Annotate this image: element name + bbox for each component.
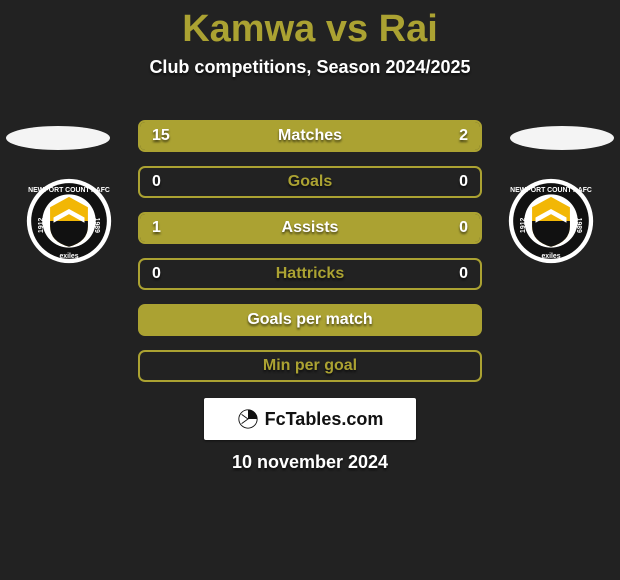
player-photo-placeholder-right [510, 126, 614, 150]
newport-county-crest-icon: NEWPORT COUNTY AFC 1912 1989 exiles [508, 178, 594, 264]
fctables-attribution: FcTables.com [204, 398, 416, 440]
stat-row-goals: 0 Goals 0 [138, 166, 482, 198]
stat-value-right: 0 [459, 168, 468, 196]
page-title: Kamwa vs Rai [0, 0, 620, 51]
svg-text:exiles: exiles [541, 253, 560, 260]
stat-row-matches: 15 Matches 2 [138, 120, 482, 152]
fctables-logo-icon [237, 408, 259, 430]
svg-text:1912: 1912 [38, 217, 45, 232]
stat-row-hattricks: 0 Hattricks 0 [138, 258, 482, 290]
stat-label: Assists [140, 214, 480, 242]
stat-label: Min per goal [140, 352, 480, 380]
svg-text:NEWPORT COUNTY AFC: NEWPORT COUNTY AFC [28, 187, 110, 194]
svg-text:1989: 1989 [93, 218, 100, 233]
stat-value-right: 0 [459, 260, 468, 288]
date-label: 10 november 2024 [0, 452, 620, 473]
stat-bars: 15 Matches 2 0 Goals 0 1 Assists 0 0 Hat… [138, 120, 482, 396]
stat-row-min-per-goal: Min per goal [138, 350, 482, 382]
stat-label: Matches [140, 122, 480, 150]
club-badge-right: NEWPORT COUNTY AFC 1912 1989 exiles [508, 178, 594, 264]
player-photo-placeholder-left [6, 126, 110, 150]
fctables-text: FcTables.com [265, 409, 384, 430]
svg-text:NEWPORT COUNTY AFC: NEWPORT COUNTY AFC [510, 187, 592, 194]
club-badge-left: NEWPORT COUNTY AFC 1912 1989 exiles [26, 178, 112, 264]
svg-text:1912: 1912 [520, 217, 527, 232]
stat-label: Hattricks [140, 260, 480, 288]
svg-text:1989: 1989 [575, 218, 582, 233]
stat-value-right: 2 [459, 122, 468, 150]
stat-value-right: 0 [459, 214, 468, 242]
stat-label: Goals per match [140, 306, 480, 334]
stat-row-goals-per-match: Goals per match [138, 304, 482, 336]
stat-label: Goals [140, 168, 480, 196]
svg-text:exiles: exiles [59, 253, 78, 260]
comparison-card: Kamwa vs Rai Club competitions, Season 2… [0, 0, 620, 580]
stat-row-assists: 1 Assists 0 [138, 212, 482, 244]
newport-county-crest-icon: NEWPORT COUNTY AFC 1912 1989 exiles [26, 178, 112, 264]
page-subtitle: Club competitions, Season 2024/2025 [0, 57, 620, 78]
